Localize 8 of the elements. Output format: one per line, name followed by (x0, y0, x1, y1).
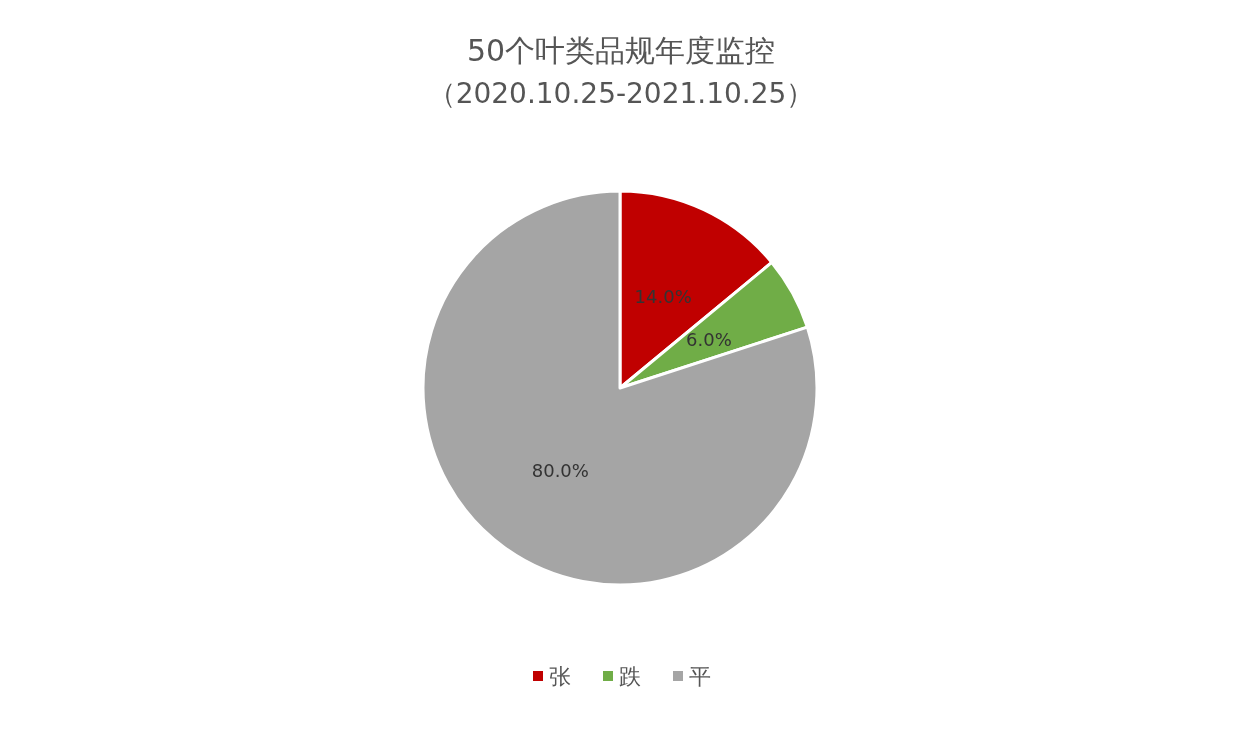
legend-label: 跌 (619, 663, 641, 689)
legend-label: 张 (549, 663, 571, 689)
chart-title: 50个叶类品规年度监控 (466, 32, 776, 68)
legend-label: 平 (689, 663, 711, 689)
chart-subtitle: （2020.10.25-2021.10.25） (427, 76, 815, 110)
data-label: 6.0% (686, 328, 732, 350)
data-label: 80.0% (531, 459, 589, 481)
data-label: 14.0% (634, 285, 692, 307)
